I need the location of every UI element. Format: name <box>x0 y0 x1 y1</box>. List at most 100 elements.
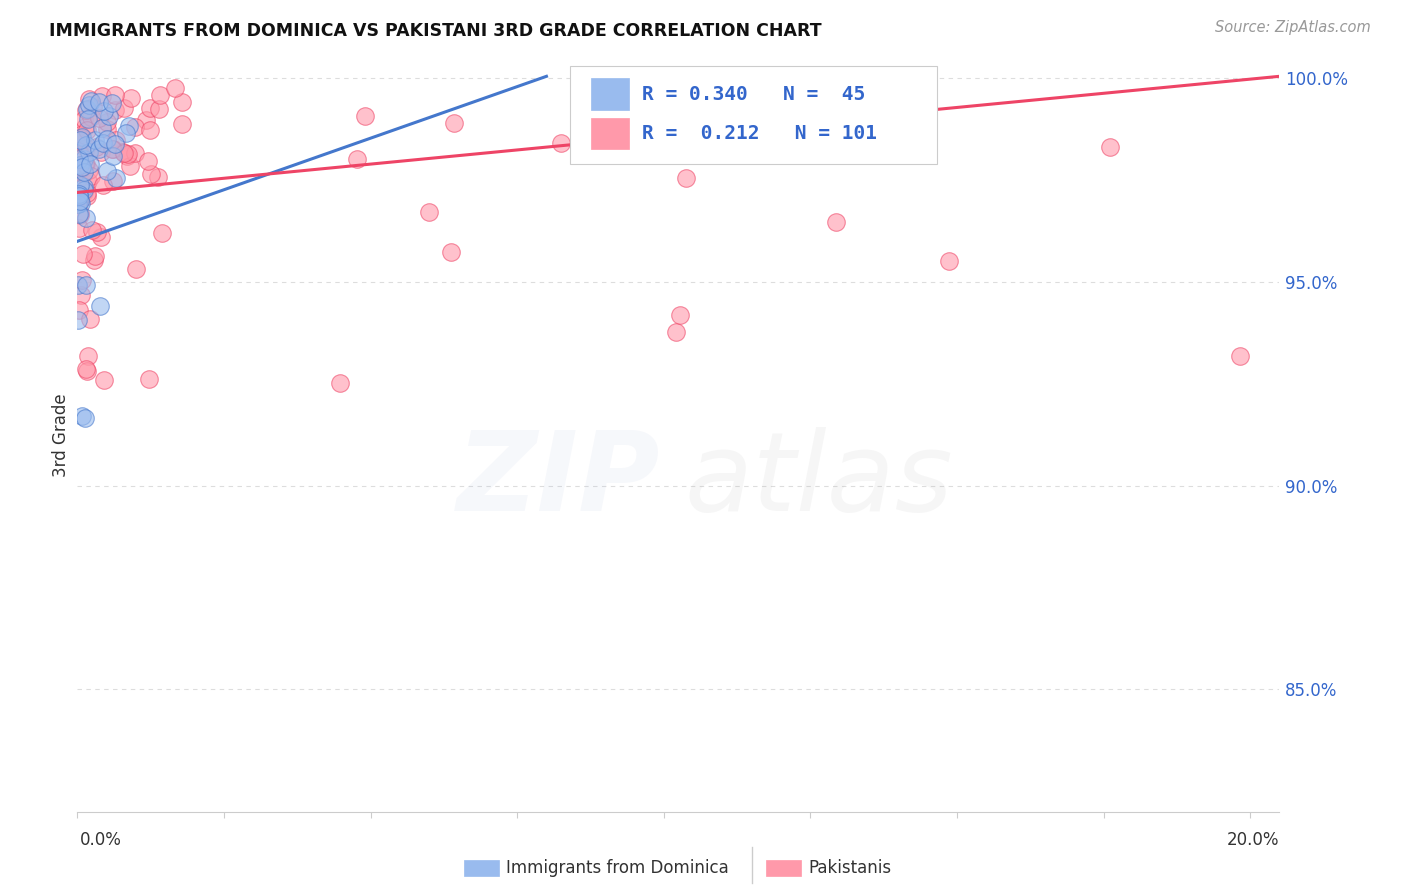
Point <box>69 221 91 235</box>
Point <box>72 160 94 174</box>
Point <box>77 174 100 188</box>
Point <box>83 252 105 267</box>
Point <box>825 215 848 229</box>
Point <box>69 160 91 174</box>
Point <box>70 131 93 145</box>
Point <box>117 147 139 161</box>
Point <box>124 120 146 134</box>
Point <box>101 95 124 110</box>
Point <box>69 158 91 172</box>
Point <box>111 145 134 159</box>
Point <box>669 308 692 322</box>
Point <box>69 206 91 220</box>
Text: atlas: atlas <box>685 426 953 533</box>
Point <box>148 102 170 116</box>
Point <box>75 211 97 225</box>
Point <box>103 174 125 188</box>
Point <box>77 97 100 112</box>
Text: ZIP: ZIP <box>457 426 661 533</box>
Point <box>118 120 141 134</box>
Point <box>69 208 91 222</box>
Point <box>86 140 108 154</box>
Point <box>67 159 90 173</box>
Point <box>152 226 174 240</box>
Point <box>664 325 686 339</box>
Point <box>96 114 118 128</box>
Point <box>744 126 766 140</box>
Point <box>1229 349 1251 363</box>
Point <box>70 409 93 423</box>
Point <box>104 170 127 185</box>
Point <box>66 277 89 292</box>
Point <box>89 142 111 156</box>
Point <box>104 103 127 117</box>
Point <box>101 142 124 156</box>
Point <box>75 361 97 376</box>
Point <box>120 91 142 105</box>
Point <box>118 159 141 173</box>
Point <box>76 103 98 117</box>
Point <box>170 95 193 109</box>
Point <box>76 123 98 137</box>
Point <box>67 188 90 202</box>
Point <box>75 138 97 153</box>
Point <box>112 101 135 115</box>
Point <box>124 145 146 160</box>
Point <box>75 103 97 118</box>
Point <box>69 178 91 192</box>
Point <box>849 101 872 115</box>
Point <box>443 116 465 130</box>
Point <box>77 112 100 126</box>
Point <box>938 254 960 268</box>
Point <box>76 188 98 202</box>
Point <box>418 205 440 219</box>
Point <box>90 229 112 244</box>
Point <box>91 136 114 150</box>
Point <box>66 161 89 176</box>
Point <box>67 186 90 201</box>
Point <box>89 299 111 313</box>
Point <box>115 149 138 163</box>
Point <box>163 81 186 95</box>
Point <box>104 137 127 152</box>
Point <box>731 125 754 139</box>
Point <box>77 92 100 106</box>
Point <box>67 152 90 166</box>
Point <box>550 136 572 150</box>
Point <box>70 130 93 145</box>
Point <box>329 376 352 390</box>
Point <box>80 95 103 109</box>
Point <box>96 132 118 146</box>
FancyBboxPatch shape <box>571 65 936 163</box>
Point <box>70 153 93 167</box>
Point <box>96 164 118 178</box>
Point <box>76 186 98 201</box>
Point <box>104 88 127 103</box>
Point <box>87 112 110 126</box>
Text: R =  0.212   N = 101: R = 0.212 N = 101 <box>643 124 877 143</box>
Point <box>84 133 107 147</box>
Point <box>1098 140 1121 154</box>
Point <box>70 186 93 201</box>
Point <box>87 95 110 109</box>
Point <box>67 173 90 187</box>
Text: 0.0%: 0.0% <box>80 831 122 849</box>
Point <box>91 178 114 193</box>
Point <box>91 120 114 135</box>
Point <box>146 169 169 184</box>
Point <box>124 262 146 277</box>
Point <box>96 121 118 136</box>
Point <box>112 145 135 160</box>
Point <box>77 145 100 160</box>
Point <box>79 157 101 171</box>
Bar <box>591 78 628 110</box>
Point <box>66 163 89 178</box>
Point <box>73 164 96 178</box>
Bar <box>591 118 628 149</box>
Point <box>354 109 377 123</box>
Point <box>82 223 104 237</box>
Text: 20.0%: 20.0% <box>1227 831 1279 849</box>
Text: Immigrants from Dominica: Immigrants from Dominica <box>506 859 728 877</box>
Point <box>73 112 96 127</box>
Point <box>80 110 103 124</box>
